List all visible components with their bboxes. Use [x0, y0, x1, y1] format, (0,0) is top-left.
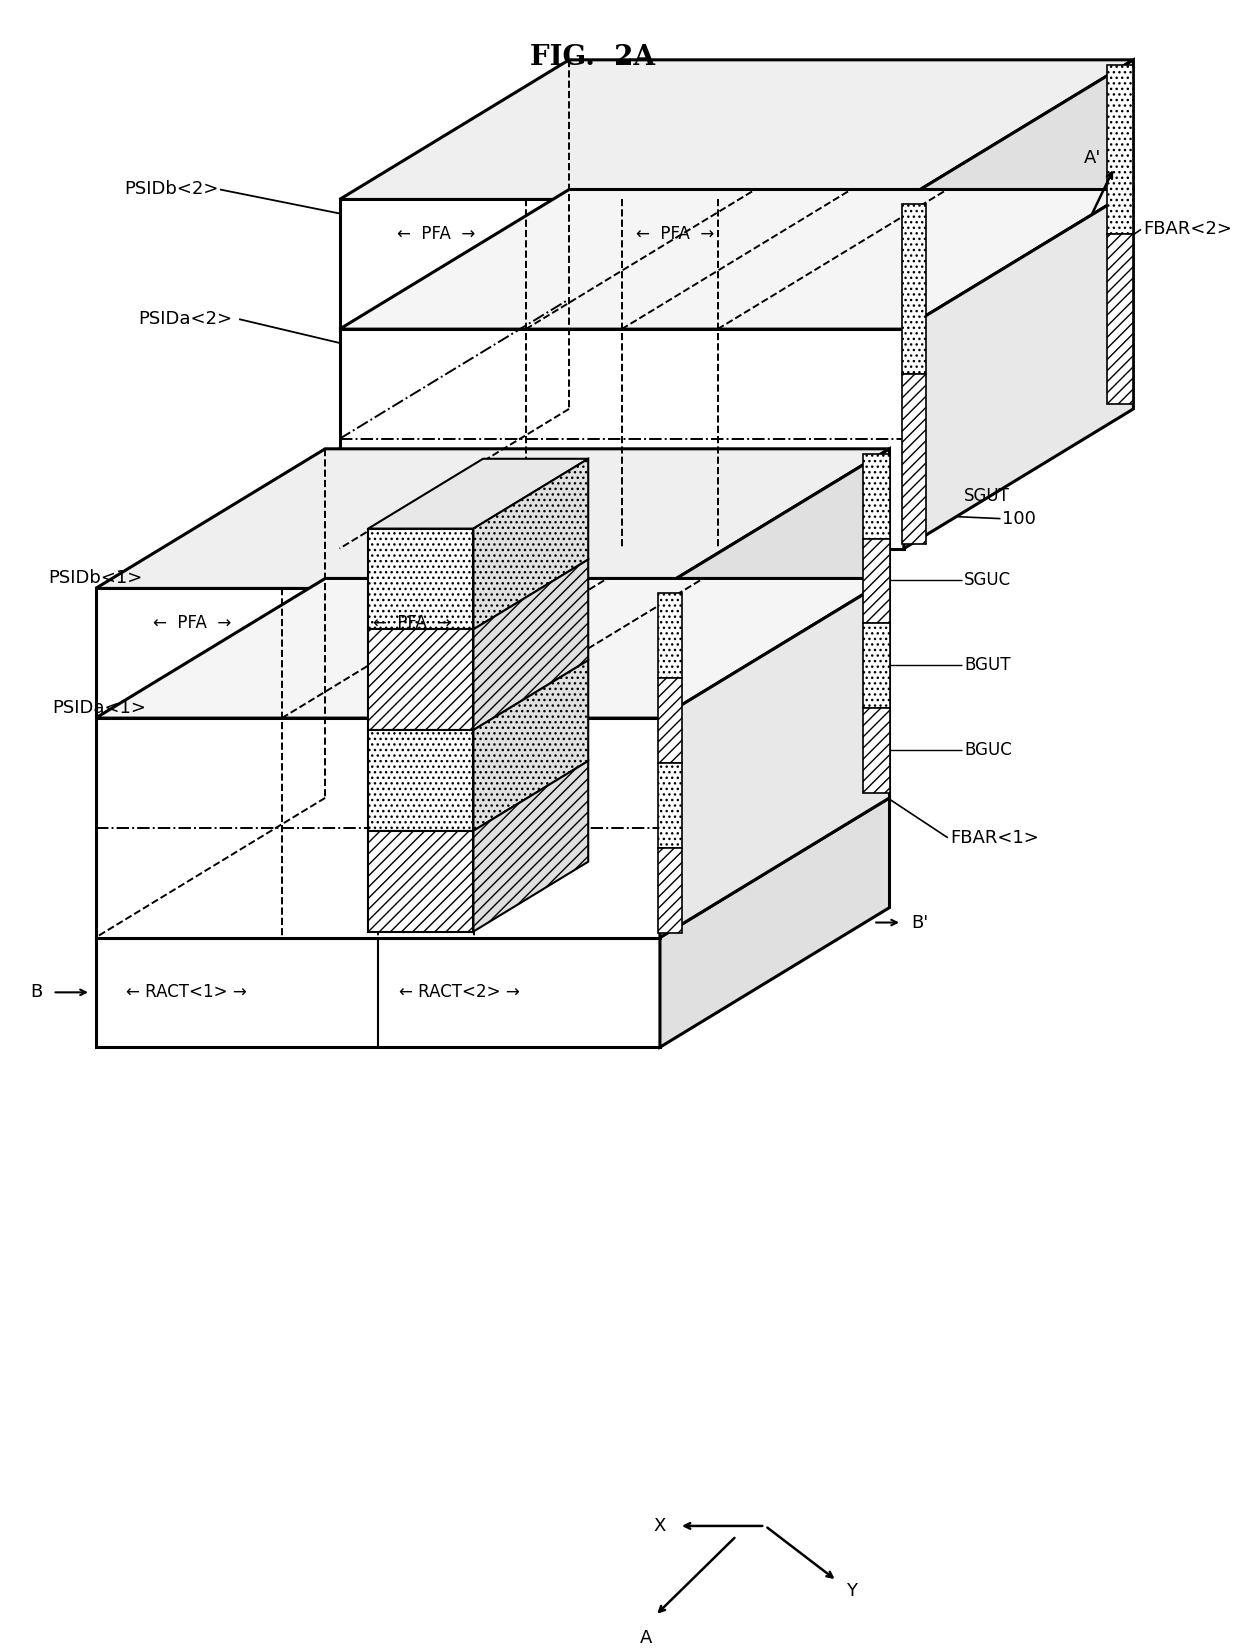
- Polygon shape: [1106, 64, 1133, 234]
- Polygon shape: [658, 847, 682, 933]
- Polygon shape: [863, 709, 889, 793]
- Text: SGUC: SGUC: [965, 572, 1012, 590]
- Polygon shape: [95, 798, 889, 938]
- Text: A: A: [640, 1628, 652, 1646]
- Text: FBAR<1>: FBAR<1>: [950, 829, 1039, 847]
- Polygon shape: [1106, 234, 1133, 404]
- Polygon shape: [658, 593, 682, 679]
- Text: ←  PFA  →: ← PFA →: [636, 226, 714, 244]
- Text: FIG.  2A: FIG. 2A: [531, 44, 656, 71]
- Polygon shape: [368, 730, 474, 831]
- Polygon shape: [340, 59, 1133, 199]
- Text: BGUT: BGUT: [965, 656, 1011, 674]
- Polygon shape: [95, 938, 660, 1046]
- Polygon shape: [901, 374, 926, 544]
- Polygon shape: [368, 529, 474, 630]
- Polygon shape: [658, 679, 682, 763]
- Polygon shape: [863, 453, 889, 539]
- Polygon shape: [658, 763, 682, 847]
- Polygon shape: [901, 204, 926, 374]
- Text: PSIDb<2>: PSIDb<2>: [124, 181, 218, 198]
- Polygon shape: [863, 539, 889, 623]
- Text: PSIDa<1>: PSIDa<1>: [52, 699, 146, 717]
- Polygon shape: [660, 448, 889, 719]
- Text: PSIDa<2>: PSIDa<2>: [139, 310, 233, 328]
- Text: ← RACT<2> →: ← RACT<2> →: [399, 984, 520, 1002]
- Polygon shape: [904, 190, 1133, 549]
- Polygon shape: [340, 199, 904, 330]
- Text: BGUC: BGUC: [965, 742, 1012, 760]
- Text: ←  PFA  →: ← PFA →: [153, 615, 232, 633]
- Text: SGUT: SGUT: [965, 486, 1009, 504]
- Text: ← RACT<1> →: ← RACT<1> →: [126, 984, 247, 1002]
- Text: A': A': [1084, 148, 1101, 166]
- Polygon shape: [95, 578, 889, 719]
- Polygon shape: [95, 448, 889, 588]
- Polygon shape: [904, 59, 1133, 330]
- Polygon shape: [474, 458, 588, 630]
- Polygon shape: [368, 630, 474, 730]
- Polygon shape: [95, 719, 660, 938]
- Text: Y: Y: [846, 1582, 857, 1600]
- Polygon shape: [368, 458, 588, 529]
- Text: 100: 100: [1002, 509, 1037, 527]
- Polygon shape: [368, 831, 474, 931]
- Polygon shape: [474, 560, 588, 730]
- Polygon shape: [863, 623, 889, 709]
- Text: B: B: [30, 984, 42, 1002]
- Polygon shape: [474, 661, 588, 831]
- Polygon shape: [660, 578, 889, 938]
- Text: FBAR<2>: FBAR<2>: [1143, 221, 1231, 239]
- Text: B': B': [911, 913, 929, 931]
- Polygon shape: [340, 190, 1133, 330]
- Text: ←  PFA  →: ← PFA →: [397, 226, 475, 244]
- Text: X: X: [653, 1516, 666, 1534]
- Polygon shape: [474, 761, 588, 931]
- Text: ←  PFA  →: ← PFA →: [373, 615, 451, 633]
- Polygon shape: [340, 330, 904, 549]
- Text: PSIDb<1>: PSIDb<1>: [48, 570, 143, 587]
- Polygon shape: [660, 798, 889, 1046]
- Polygon shape: [95, 588, 660, 719]
